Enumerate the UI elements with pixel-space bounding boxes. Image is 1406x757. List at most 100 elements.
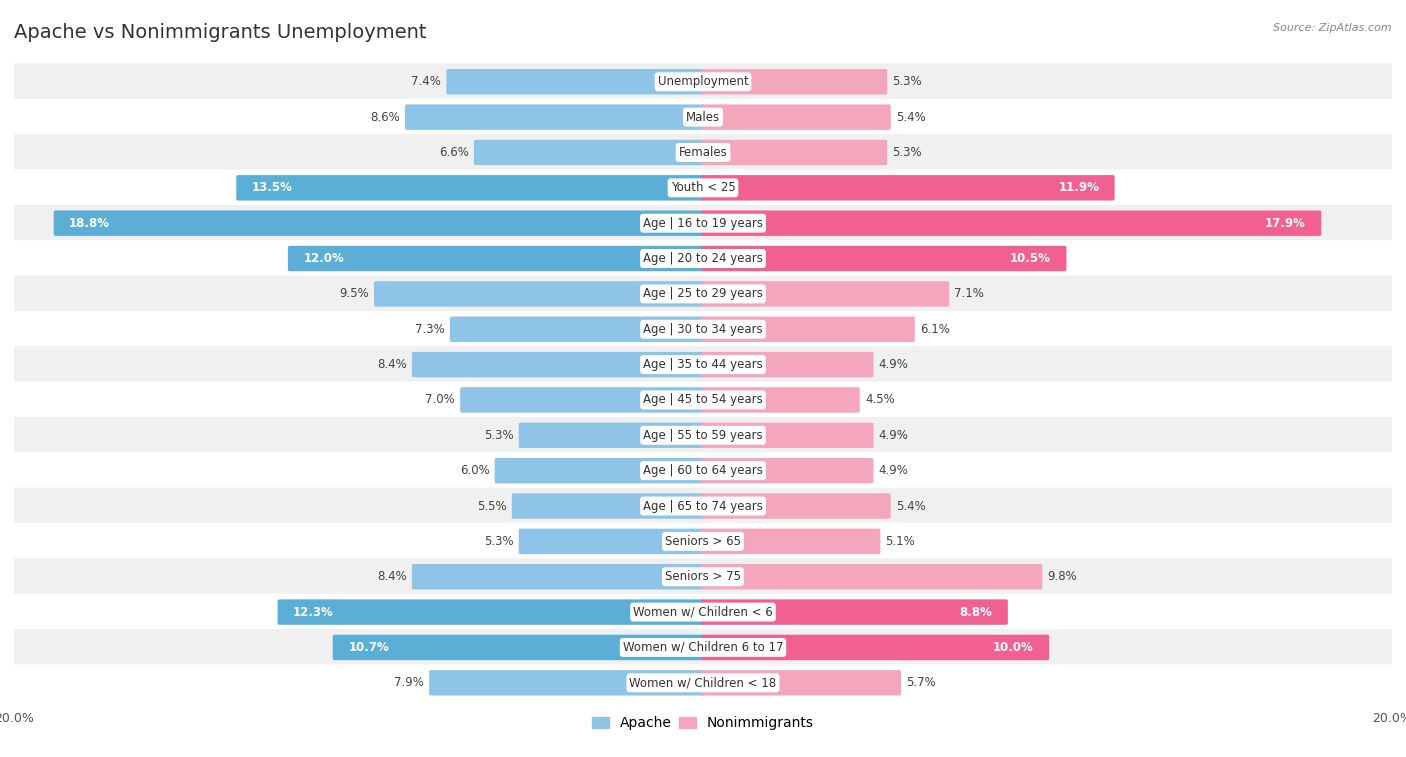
FancyBboxPatch shape (14, 240, 1392, 277)
FancyBboxPatch shape (450, 316, 704, 342)
FancyBboxPatch shape (333, 634, 704, 660)
Text: Age | 35 to 44 years: Age | 35 to 44 years (643, 358, 763, 371)
FancyBboxPatch shape (14, 382, 1392, 419)
FancyBboxPatch shape (702, 69, 887, 95)
FancyBboxPatch shape (14, 134, 1392, 171)
Text: Age | 45 to 54 years: Age | 45 to 54 years (643, 394, 763, 407)
Text: 9.5%: 9.5% (339, 288, 368, 301)
Text: 4.9%: 4.9% (879, 358, 908, 371)
FancyBboxPatch shape (702, 388, 859, 413)
FancyBboxPatch shape (702, 422, 873, 448)
Text: Males: Males (686, 111, 720, 123)
FancyBboxPatch shape (14, 452, 1392, 489)
FancyBboxPatch shape (702, 670, 901, 696)
Text: 5.1%: 5.1% (886, 535, 915, 548)
FancyBboxPatch shape (702, 600, 1008, 625)
Text: 5.7%: 5.7% (907, 676, 936, 690)
Text: 8.4%: 8.4% (377, 358, 406, 371)
FancyBboxPatch shape (446, 69, 704, 95)
Text: 5.3%: 5.3% (484, 535, 513, 548)
FancyBboxPatch shape (412, 564, 704, 590)
FancyBboxPatch shape (702, 175, 1115, 201)
FancyBboxPatch shape (14, 64, 1392, 100)
FancyBboxPatch shape (14, 311, 1392, 347)
Text: 8.4%: 8.4% (377, 570, 406, 583)
FancyBboxPatch shape (14, 629, 1392, 666)
Text: Age | 55 to 59 years: Age | 55 to 59 years (643, 428, 763, 442)
Text: 17.9%: 17.9% (1265, 217, 1306, 229)
FancyBboxPatch shape (474, 140, 704, 165)
FancyBboxPatch shape (14, 593, 1392, 631)
Text: Age | 60 to 64 years: Age | 60 to 64 years (643, 464, 763, 477)
Text: 5.5%: 5.5% (477, 500, 506, 512)
Text: 6.1%: 6.1% (920, 322, 950, 336)
Text: 5.4%: 5.4% (896, 111, 925, 123)
Text: 9.8%: 9.8% (1047, 570, 1077, 583)
Text: Age | 25 to 29 years: Age | 25 to 29 years (643, 288, 763, 301)
Text: 5.3%: 5.3% (893, 75, 922, 89)
FancyBboxPatch shape (519, 422, 704, 448)
Text: 11.9%: 11.9% (1059, 182, 1099, 195)
FancyBboxPatch shape (495, 458, 704, 484)
FancyBboxPatch shape (702, 458, 873, 484)
FancyBboxPatch shape (702, 494, 891, 519)
Text: Females: Females (679, 146, 727, 159)
Text: 8.8%: 8.8% (959, 606, 993, 618)
FancyBboxPatch shape (702, 140, 887, 165)
Text: 12.3%: 12.3% (292, 606, 333, 618)
FancyBboxPatch shape (374, 281, 704, 307)
FancyBboxPatch shape (14, 523, 1392, 559)
Text: Unemployment: Unemployment (658, 75, 748, 89)
Text: Age | 20 to 24 years: Age | 20 to 24 years (643, 252, 763, 265)
Text: 10.5%: 10.5% (1010, 252, 1050, 265)
FancyBboxPatch shape (236, 175, 704, 201)
Text: 13.5%: 13.5% (252, 182, 292, 195)
FancyBboxPatch shape (288, 246, 704, 271)
Text: 7.4%: 7.4% (412, 75, 441, 89)
FancyBboxPatch shape (702, 316, 915, 342)
Text: 4.5%: 4.5% (865, 394, 894, 407)
Text: 7.9%: 7.9% (394, 676, 425, 690)
Text: Seniors > 75: Seniors > 75 (665, 570, 741, 583)
Text: Apache vs Nonimmigrants Unemployment: Apache vs Nonimmigrants Unemployment (14, 23, 426, 42)
FancyBboxPatch shape (412, 352, 704, 377)
Text: 12.0%: 12.0% (304, 252, 344, 265)
FancyBboxPatch shape (702, 104, 891, 130)
Text: Age | 30 to 34 years: Age | 30 to 34 years (643, 322, 763, 336)
FancyBboxPatch shape (14, 417, 1392, 453)
Text: Women w/ Children < 18: Women w/ Children < 18 (630, 676, 776, 690)
FancyBboxPatch shape (702, 281, 949, 307)
FancyBboxPatch shape (405, 104, 704, 130)
Text: 7.0%: 7.0% (425, 394, 456, 407)
FancyBboxPatch shape (14, 488, 1392, 525)
Text: 10.7%: 10.7% (349, 641, 389, 654)
FancyBboxPatch shape (14, 346, 1392, 383)
Text: 4.9%: 4.9% (879, 464, 908, 477)
FancyBboxPatch shape (14, 170, 1392, 206)
Text: Youth < 25: Youth < 25 (671, 182, 735, 195)
Text: 7.3%: 7.3% (415, 322, 444, 336)
Text: 6.6%: 6.6% (439, 146, 468, 159)
FancyBboxPatch shape (14, 98, 1392, 136)
Text: Source: ZipAtlas.com: Source: ZipAtlas.com (1274, 23, 1392, 33)
Text: 8.6%: 8.6% (370, 111, 399, 123)
FancyBboxPatch shape (702, 210, 1322, 236)
FancyBboxPatch shape (702, 528, 880, 554)
Text: 10.0%: 10.0% (993, 641, 1033, 654)
FancyBboxPatch shape (702, 634, 1049, 660)
FancyBboxPatch shape (519, 528, 704, 554)
FancyBboxPatch shape (702, 564, 1042, 590)
Text: Age | 16 to 19 years: Age | 16 to 19 years (643, 217, 763, 229)
Text: 5.3%: 5.3% (484, 428, 513, 442)
FancyBboxPatch shape (512, 494, 704, 519)
Text: Seniors > 65: Seniors > 65 (665, 535, 741, 548)
Legend: Apache, Nonimmigrants: Apache, Nonimmigrants (586, 711, 820, 736)
Text: 18.8%: 18.8% (69, 217, 110, 229)
FancyBboxPatch shape (14, 559, 1392, 595)
Text: Women w/ Children 6 to 17: Women w/ Children 6 to 17 (623, 641, 783, 654)
Text: 5.4%: 5.4% (896, 500, 925, 512)
Text: Age | 65 to 74 years: Age | 65 to 74 years (643, 500, 763, 512)
Text: 7.1%: 7.1% (955, 288, 984, 301)
FancyBboxPatch shape (14, 665, 1392, 701)
FancyBboxPatch shape (277, 600, 704, 625)
